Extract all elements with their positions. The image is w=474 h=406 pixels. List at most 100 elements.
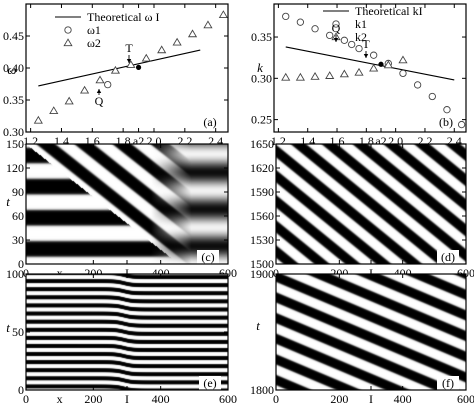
plot-frame (25, 3, 229, 133)
annotation-arrowhead (126, 59, 132, 63)
y-tick-label: 100 (6, 267, 24, 281)
y-axis-label: t (256, 318, 260, 333)
y-tick-label: 120 (6, 161, 24, 175)
y-tick-label: 1500 (250, 257, 274, 271)
y-tick-label: 60 (12, 209, 24, 223)
x-tick-label: 0 (23, 392, 29, 406)
annotation: T (362, 37, 370, 51)
panel-label: (d) (441, 250, 455, 264)
triangle-marker (218, 10, 228, 18)
y-tick-label: 30 (12, 233, 24, 247)
x-tick-label: 200 (330, 392, 348, 406)
triangle-marker (339, 69, 349, 78)
x-tick-label: a2 (133, 134, 144, 148)
y-tick-label: 50 (12, 325, 24, 339)
circle-marker (340, 36, 349, 44)
legend-label: ω1 (87, 23, 101, 37)
theory-line (38, 49, 201, 87)
x-tick-label: 0 (273, 392, 279, 406)
panel-e: 0 200 Ι 400 600 0 50 100 t x (e) (6, 267, 237, 406)
legend-label: k2 (355, 30, 367, 44)
triangle-marker (126, 60, 136, 68)
triangle-marker (354, 67, 364, 76)
y-tick-label: 1650 (250, 137, 274, 151)
circle-marker (443, 106, 451, 114)
plot-frame (275, 273, 467, 391)
panel-label-bg (199, 376, 221, 390)
circle-marker (348, 40, 356, 49)
plot-frame (25, 143, 229, 265)
y-tick-label: 1620 (250, 161, 274, 175)
x-axis-label: x (57, 266, 63, 280)
triangle-marker (172, 37, 182, 46)
triangle-marker (187, 29, 198, 38)
circle-marker (428, 92, 436, 101)
circle-marker (332, 20, 340, 28)
annotation-arrowhead (363, 54, 369, 58)
x-tick-label: 0 (23, 266, 29, 280)
triangle-marker (203, 20, 213, 29)
panel-b: 1.2 1.4 1.6 1.8 a2 2.0 2.2 2.40.250.300.35kTheo… (251, 3, 467, 148)
triangle-marker (33, 115, 43, 124)
y-axis-label: ω (7, 62, 16, 77)
annotation-arrowhead (96, 89, 102, 93)
y-axis-label: k (257, 60, 263, 75)
triangle-marker (110, 65, 121, 74)
y-tick-label: 1800 (250, 383, 274, 397)
y-tick-label: 90 (12, 185, 24, 199)
circle-marker (282, 12, 290, 21)
circle-marker (311, 25, 319, 33)
heatmap-image (26, 274, 228, 390)
plot-frame (273, 3, 467, 133)
annotation: Q (332, 21, 341, 35)
y-tick-label: 1900 (250, 267, 274, 281)
triangle-marker (63, 38, 73, 47)
circle-marker (413, 81, 422, 89)
x-tick-label: 600 (219, 392, 237, 406)
y-tick-label: 1530 (250, 233, 274, 247)
x-tick-label: Ι (369, 266, 373, 280)
circle-marker (399, 69, 407, 78)
y-tick-label: 0 (18, 383, 24, 397)
circle-marker (370, 51, 378, 59)
circle-marker (64, 26, 72, 34)
triangle-marker (383, 60, 393, 69)
triangle-marker (49, 106, 59, 114)
circle-marker (457, 120, 466, 129)
y-tick-label: 0.30 (251, 71, 272, 85)
triangle-marker (325, 71, 335, 79)
panel-label: (e) (203, 376, 216, 390)
y-tick-label: 150 (6, 137, 24, 151)
triangle-marker (157, 45, 167, 54)
panel-a: 1.2 1.4 1.6 1.8 a2 2.0 2.2 2.40.300.350.400.45ω… (3, 3, 229, 148)
triangle-marker (295, 72, 305, 81)
panel-label: (c) (201, 250, 214, 264)
triangle-marker (281, 72, 291, 81)
triangle-marker (310, 71, 320, 80)
x-tick-label: Ι (125, 266, 129, 280)
y-tick-label: 0.45 (3, 29, 24, 43)
panel-f: 0 200 Ι 400 600 1800 1900 t (f) (250, 267, 474, 406)
x-tick-label: 0 (273, 266, 279, 280)
annotation: (b) (439, 115, 453, 129)
heatmap-image (276, 144, 466, 264)
y-tick-label: 0 (18, 257, 24, 271)
y-axis-label: t (6, 320, 10, 335)
panel-label-bg (437, 250, 459, 264)
legend-label: Theoretical ω I (87, 10, 160, 24)
circle-marker (104, 80, 112, 89)
triangle-marker (95, 75, 105, 84)
heatmap-image (26, 144, 228, 264)
circle-marker (355, 44, 363, 53)
x-tick-label: Ι (125, 392, 129, 406)
heatmap-image (276, 274, 466, 390)
x-tick-label: 400 (152, 392, 170, 406)
panel-label-bg (197, 250, 219, 264)
x-tick-label: 200 (84, 392, 102, 406)
circle-marker (296, 18, 305, 26)
circle-marker (326, 31, 334, 40)
triangle-marker (141, 53, 151, 62)
theory-line (285, 46, 455, 81)
